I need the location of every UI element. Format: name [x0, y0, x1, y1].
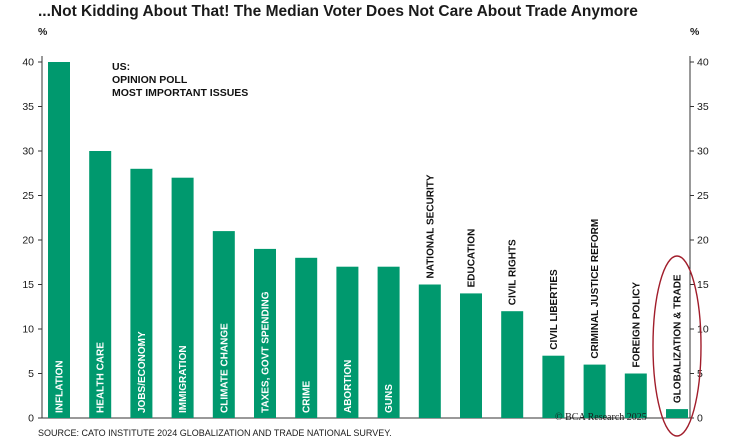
left-tick-label: 25: [22, 190, 34, 202]
bar-civil-liberties: [542, 355, 565, 418]
bar-label-foreign-policy: FOREIGN POLICY: [631, 282, 642, 368]
left-tick-label: 30: [22, 146, 34, 158]
bar-label-health-care: HEALTH CARE: [96, 342, 107, 413]
left-tick-label: 20: [22, 235, 34, 247]
chart-title: ...Not Kidding About That! The Median Vo…: [38, 3, 638, 20]
bar-label-education: EDUCATION: [467, 229, 478, 288]
bar-national-security: [418, 284, 441, 418]
left-tick-label: 35: [22, 101, 34, 113]
bar-globalization-trade: [666, 409, 688, 418]
bar-crime: [295, 257, 318, 418]
left-axis-unit: %: [38, 26, 48, 38]
bar-health-care: [89, 151, 112, 418]
right-tick-label: 30: [697, 146, 709, 158]
bar-label-climate-change: CLIMATE CHANGE: [219, 323, 230, 413]
bar-civil-rights: [501, 311, 524, 418]
left-tick-label: 0: [28, 413, 34, 425]
right-tick-label: 25: [697, 190, 709, 202]
bars: INFLATION HEALTH CARE JOBS/ECONOMY IMMIGRAT…: [48, 62, 688, 418]
bar-abortion: [336, 266, 359, 418]
right-axis-unit: %: [690, 26, 700, 38]
bar-immigration: [171, 177, 194, 418]
right-tick-label: 0: [697, 413, 703, 425]
bar-label-national-security: NATIONAL SECURITY: [425, 174, 436, 278]
bar-foreign-policy: [624, 373, 647, 418]
right-tick-label: 15: [697, 279, 709, 291]
source-note: SOURCE: CATO INSTITUTE 2024 GLOBALIZATIO…: [38, 428, 392, 438]
bar-label-taxes-govt-spending: TAXES, GOVT SPENDING: [261, 291, 272, 413]
bar-label-civil-liberties: CIVIL LIBERTIES: [549, 269, 560, 350]
left-tick-label: 40: [22, 57, 34, 69]
bar-label-inflation: INFLATION: [55, 360, 66, 413]
bar-label-globalization-trade: GLOBALIZATION & TRADE: [673, 274, 684, 403]
annotation-line: OPINION POLL: [112, 74, 188, 86]
bar-label-civil-rights: CIVIL RIGHTS: [508, 239, 519, 305]
bar-label-guns: GUNS: [384, 384, 395, 413]
annotation-line: MOST IMPORTANT ISSUES: [112, 87, 248, 99]
bar-label-jobs-economy: JOBS/ECONOMY: [137, 331, 148, 413]
right-tick-label: 10: [697, 324, 709, 336]
bar-label-abortion: ABORTION: [343, 360, 354, 413]
bar-jobs-economy: [130, 168, 153, 418]
bar-education: [460, 293, 482, 418]
highlight-ellipse: [652, 255, 702, 437]
right-tick-label: 40: [697, 57, 709, 69]
annotation-line: US:: [112, 61, 130, 73]
bar-climate-change: [212, 231, 235, 418]
bar-label-criminal-justice-reform: CRIMINAL JUSTICE REFORM: [590, 219, 601, 359]
left-tick-label: 10: [22, 324, 34, 336]
bar-label-crime: CRIME: [302, 380, 313, 413]
left-tick-label: 5: [28, 368, 34, 380]
left-tick-label: 15: [22, 279, 34, 291]
right-tick-label: 20: [697, 235, 709, 247]
copyright-note: © BCA Research 2025: [555, 412, 647, 423]
bar-guns: [377, 266, 400, 418]
bar-criminal-justice-reform: [583, 364, 606, 418]
bar-inflation: [48, 62, 70, 418]
bar-label-immigration: IMMIGRATION: [178, 345, 189, 413]
right-tick-label: 35: [697, 101, 709, 113]
bar-taxes-govt-spending: [254, 248, 276, 418]
